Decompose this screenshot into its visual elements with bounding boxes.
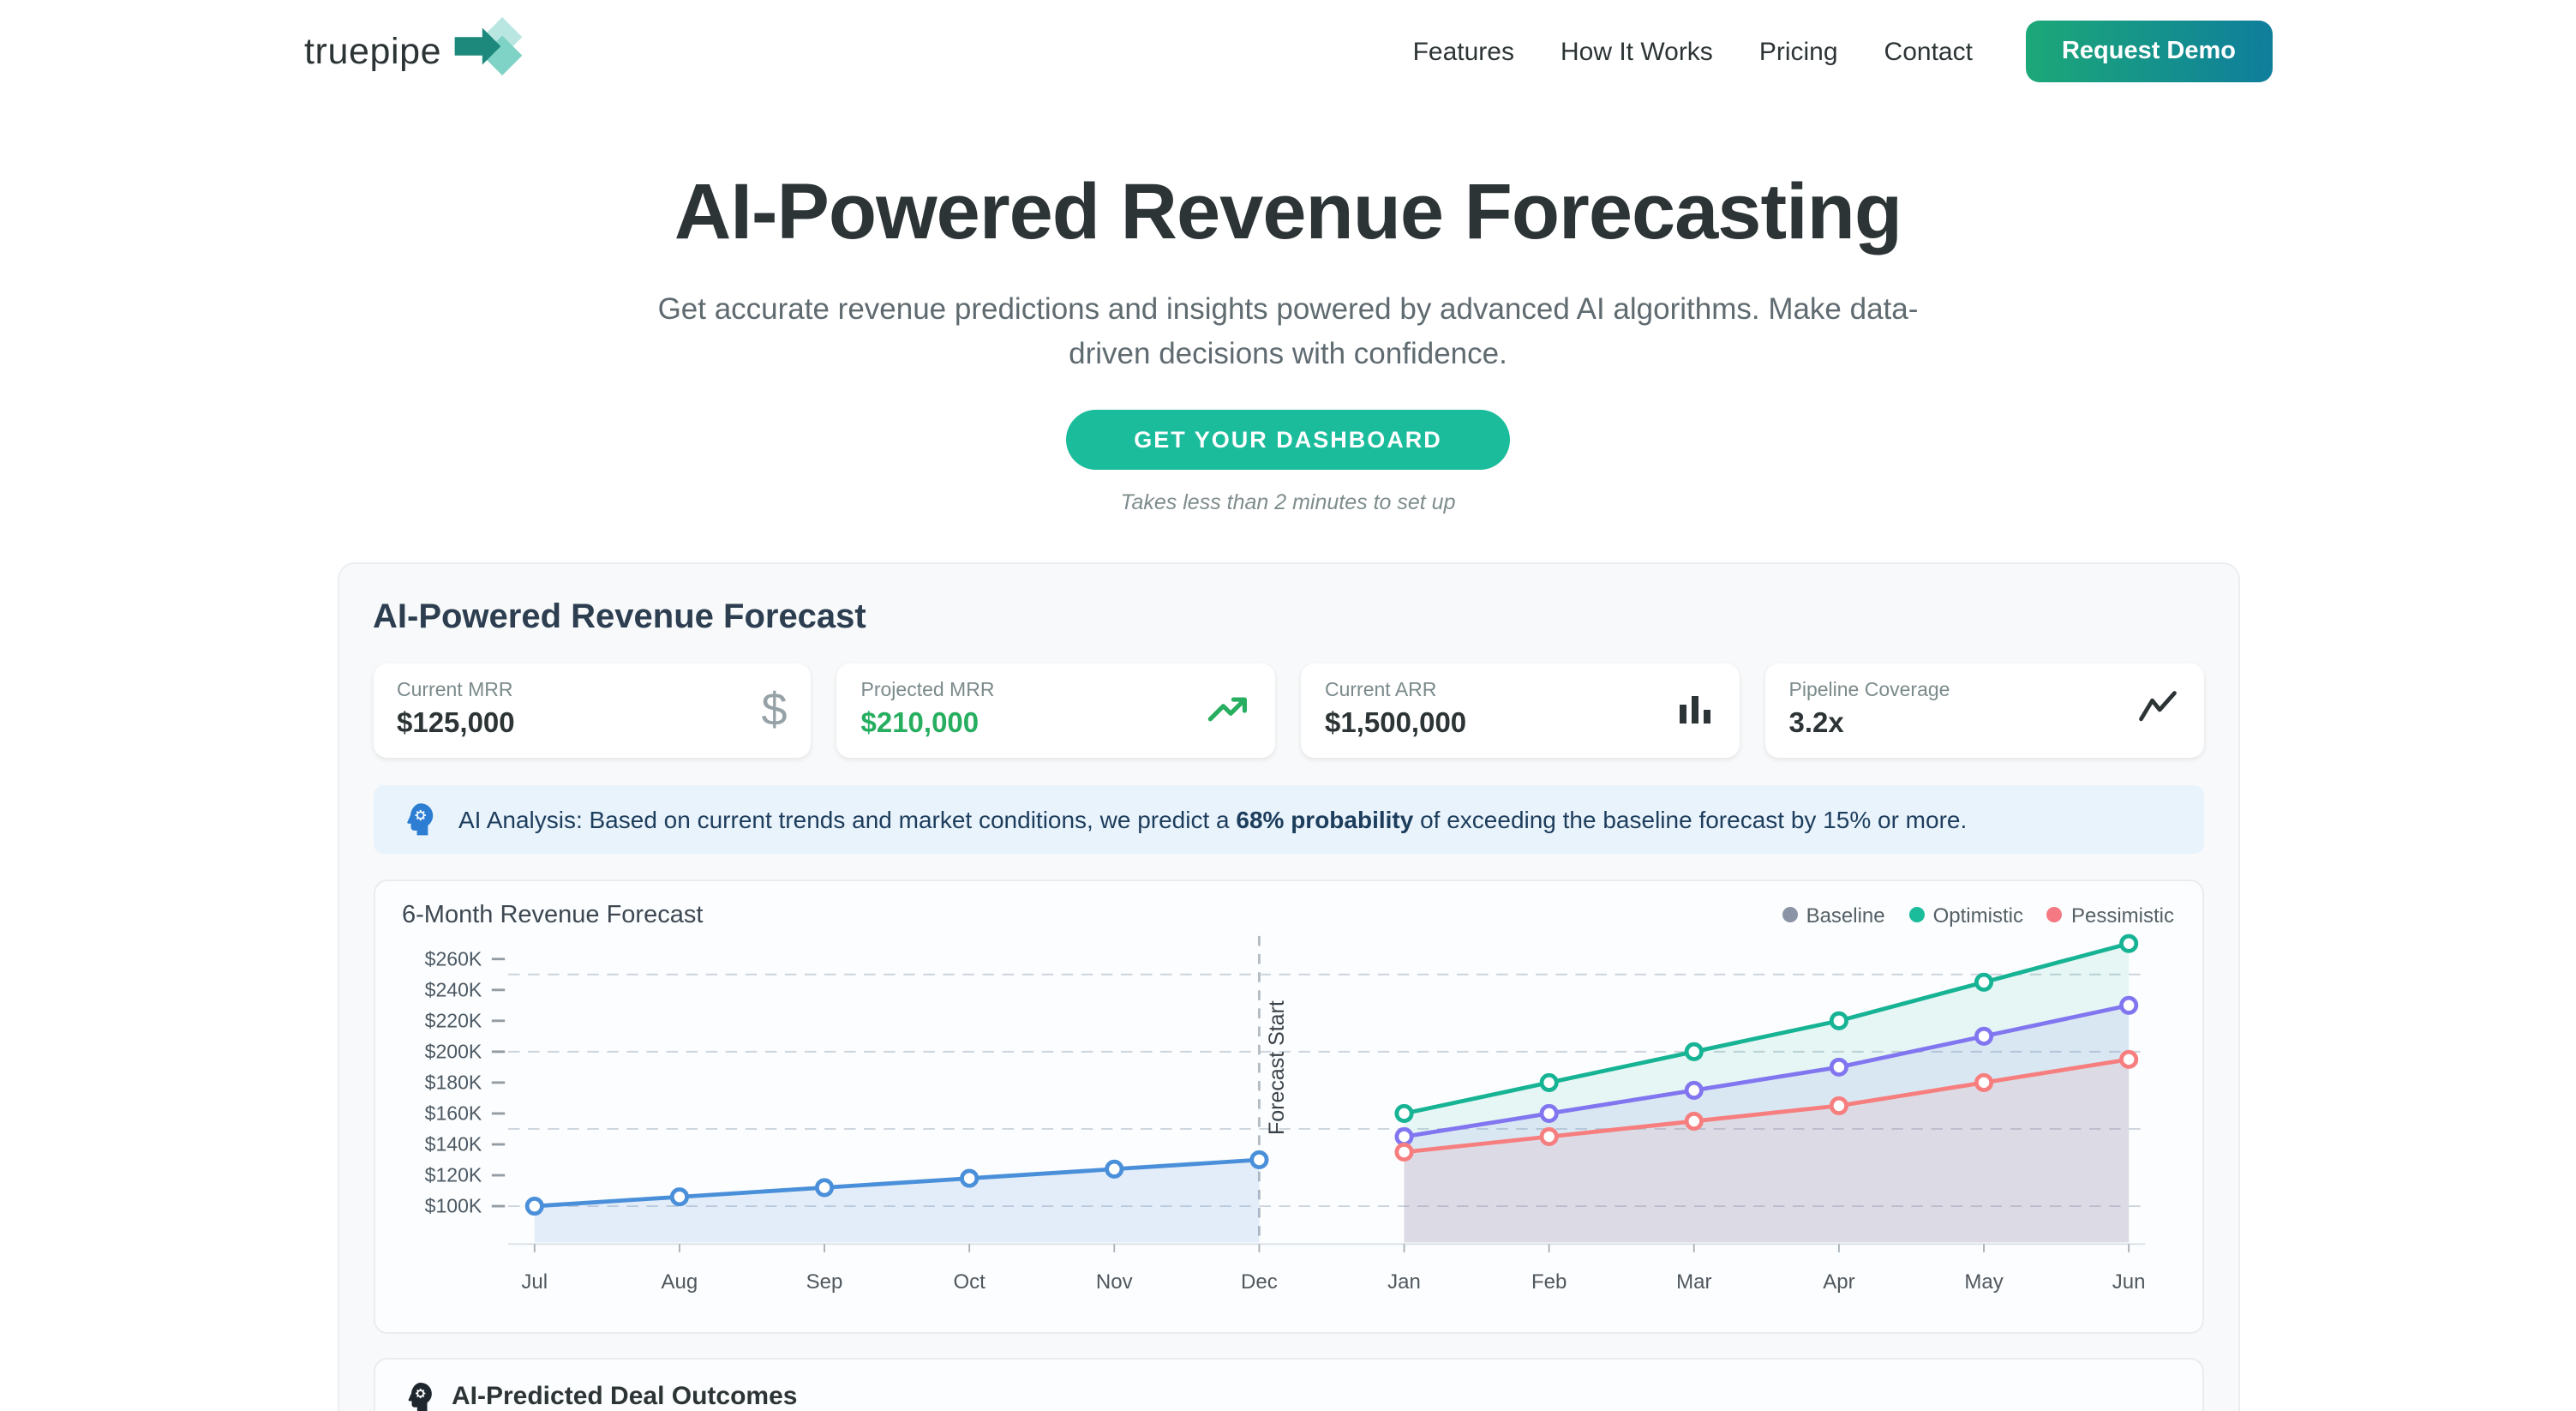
svg-text:Sep: Sep [806, 1270, 842, 1293]
svg-text:Jul: Jul [520, 1270, 547, 1293]
svg-text:Apr: Apr [1822, 1270, 1854, 1293]
dashboard-title: AI-Powered Revenue Forecast [373, 597, 866, 635]
svg-text:May: May [1963, 1270, 2002, 1293]
deals-title: AI-Predicted Deal Outcomes [452, 1382, 798, 1411]
get-dashboard-button[interactable]: GET YOUR DASHBOARD [1065, 409, 1511, 469]
forecast-chart-panel: 6-Month Revenue Forecast Baseline Optimis… [373, 879, 2203, 1334]
line-chart-icon [2135, 687, 2179, 732]
stat-label: Pipeline Coverage [1788, 680, 1950, 700]
svg-text:$260K: $260K [424, 946, 482, 969]
setup-note: Takes less than 2 minutes to set up [1120, 489, 1456, 513]
probability-highlight: 68% probability [1236, 805, 1414, 832]
svg-text:Nov: Nov [1095, 1270, 1132, 1293]
svg-text:Jan: Jan [1387, 1270, 1420, 1293]
svg-text:Oct: Oct [952, 1270, 985, 1293]
svg-text:$140K: $140K [424, 1132, 482, 1155]
hero-title: AI-Powered Revenue Forecasting [674, 166, 1902, 255]
svg-text:$120K: $120K [424, 1163, 482, 1186]
nav-link-features[interactable]: Features [1412, 37, 1514, 66]
trending-up-icon [1207, 687, 1251, 732]
stat-label: Current ARR [1325, 680, 1437, 700]
svg-text:Jun: Jun [2112, 1270, 2145, 1293]
dollar-icon: $ [761, 683, 788, 735]
header: truepipe Features How It Works Pricing C… [0, 0, 2576, 103]
stat-card-current-mrr: Current MRR $125,000 $ [373, 663, 812, 757]
ai-head-icon [400, 800, 438, 838]
chart-title: 6-Month Revenue Forecast [402, 901, 704, 928]
stat-label: Projected MRR [860, 680, 995, 700]
ai-head-icon [402, 1379, 436, 1411]
legend-item-optimistic: Optimistic [1908, 903, 2023, 927]
svg-text:$180K: $180K [424, 1071, 482, 1093]
stat-card-projected-mrr: Projected MRR $210,000 [836, 663, 1275, 757]
svg-text:$240K: $240K [424, 977, 482, 1000]
nav-link-pricing[interactable]: Pricing [1758, 37, 1838, 66]
stat-value: $210,000 [860, 707, 979, 738]
svg-text:Mar: Mar [1675, 1270, 1710, 1293]
legend-dot [1782, 907, 1798, 922]
deal-outcomes-panel: AI-Predicted Deal Outcomes Enterprise Pl… [373, 1357, 2203, 1411]
nav-link-how-it-works[interactable]: How It Works [1561, 37, 1713, 66]
legend-dot [2046, 907, 2063, 922]
svg-text:Forecast Start: Forecast Start [1264, 1000, 1288, 1134]
bar-chart-icon [1674, 689, 1716, 730]
chart-legend: Baseline Optimistic Pessimistic [1782, 903, 2174, 927]
hero-section: AI-Powered Revenue Forecasting Get accur… [0, 165, 2576, 513]
svg-text:Dec: Dec [1240, 1270, 1277, 1293]
brand-logo[interactable]: truepipe [304, 17, 522, 86]
svg-text:$160K: $160K [424, 1102, 482, 1124]
stat-value: 3.2x [1788, 707, 1844, 738]
stats-row: Current MRR $125,000 $ Projected MRR $21… [373, 663, 2203, 757]
forecast-chart-svg: $100K $120K $140K $160K $180K $200K $220K $240K… [424, 933, 2145, 1293]
main-nav: Features How It Works Pricing Contact Re… [1413, 21, 2272, 82]
ai-analysis-banner: AI Analysis: Based on current trends and… [373, 784, 2203, 853]
stat-value: $125,000 [397, 707, 515, 738]
hero-subtitle: Get accurate revenue predictions and ins… [657, 291, 1919, 371]
legend-item-pessimistic: Pessimistic [2046, 903, 2174, 927]
forecast-dashboard-card: AI-Powered Revenue Forecast Current MRR … [337, 561, 2239, 1411]
stat-value: $1,500,000 [1325, 707, 1467, 738]
svg-text:$100K: $100K [424, 1194, 482, 1216]
legend-item-baseline: Baseline [1782, 903, 1885, 927]
brand-name: truepipe [304, 30, 442, 71]
ai-analysis-text: AI Analysis: Based on current trends and… [458, 805, 1968, 832]
svg-text:Aug: Aug [661, 1270, 698, 1293]
truepipe-arrow-icon [453, 17, 522, 86]
stat-label: Current MRR [397, 680, 513, 700]
stat-card-current-arr: Current ARR $1,500,000 [1301, 663, 1740, 757]
nav-link-contact[interactable]: Contact [1884, 37, 1973, 66]
svg-text:$220K: $220K [424, 1009, 482, 1031]
legend-dot [1908, 907, 1925, 922]
request-demo-button[interactable]: Request Demo [2025, 21, 2272, 82]
svg-text:$200K: $200K [424, 1040, 482, 1062]
svg-text:Feb: Feb [1531, 1270, 1566, 1293]
stat-card-pipeline-coverage: Pipeline Coverage 3.2x [1764, 663, 2203, 757]
